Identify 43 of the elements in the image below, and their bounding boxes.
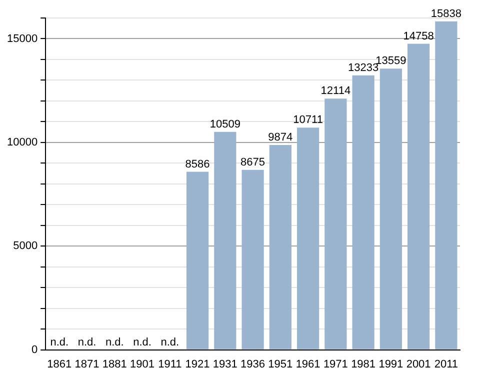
bar [435, 21, 458, 350]
data-label: 9874 [268, 132, 293, 144]
text: n.d. [105, 336, 124, 348]
data-label: 13233 [348, 62, 379, 74]
text: n.d. [160, 336, 180, 348]
bar [242, 170, 264, 350]
x-tick-label: 1951 [268, 358, 293, 370]
x-tick-label: 2011 [434, 358, 458, 370]
data-label: 14758 [403, 30, 434, 42]
x-tick-label: 1901 [130, 358, 155, 370]
x-tick-label: 1871 [74, 358, 100, 370]
bar [214, 132, 236, 350]
data-label: 10509 [210, 118, 240, 130]
y-tick-label: 10000 [6, 136, 38, 148]
data-label: 15838 [430, 8, 462, 20]
data-label: 8675 [240, 156, 266, 168]
x-tick-label: 1921 [185, 358, 210, 370]
bar [324, 98, 347, 350]
data-label: 8586 [185, 158, 210, 170]
data-label: 10711 [293, 114, 323, 126]
bar [297, 128, 320, 350]
y-tick-label: 0 [31, 344, 38, 356]
x-tick-label: 1861 [47, 358, 72, 370]
x-tick-label: 1936 [240, 358, 266, 370]
text: n.d. [50, 336, 69, 348]
bar [186, 172, 209, 350]
x-tick-label: 1881 [102, 358, 127, 370]
x-tick-label: 1931 [212, 358, 238, 370]
x-tick-label: 1981 [351, 358, 376, 370]
bar [269, 145, 292, 350]
bar [352, 75, 374, 350]
y-tick-label: 5000 [13, 240, 38, 252]
bar [408, 44, 430, 350]
data-label: 12114 [320, 85, 351, 98]
x-tick-label: 1971 [323, 358, 348, 370]
x-tick-label: 1911 [158, 358, 182, 370]
x-tick-label: 1961 [296, 358, 320, 370]
x-tick-label: 2001 [406, 358, 431, 370]
text: n.d. [133, 336, 152, 348]
text: n.d. [78, 336, 96, 348]
x-tick-label: 1991 [378, 358, 404, 370]
bar [380, 68, 402, 350]
y-tick-label: 15000 [6, 32, 38, 45]
